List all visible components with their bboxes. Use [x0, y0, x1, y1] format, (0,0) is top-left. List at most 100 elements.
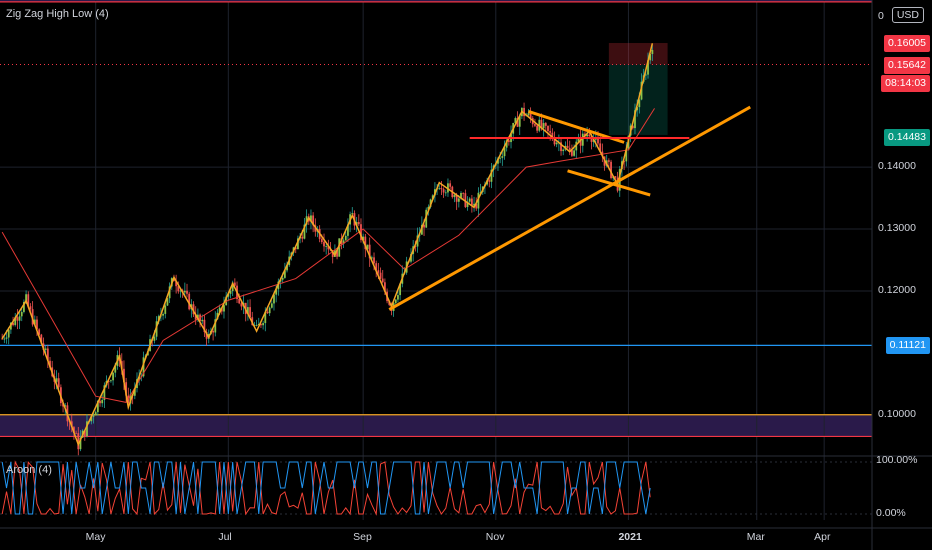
candle-body	[327, 246, 330, 250]
candle-body	[375, 263, 378, 271]
candle-body	[201, 319, 204, 322]
candle-body	[438, 188, 441, 189]
candle-body	[96, 400, 99, 413]
candle-body	[275, 289, 278, 295]
candle-body	[503, 147, 506, 157]
candle-body	[379, 272, 382, 279]
time-axis-label: Nov	[485, 531, 505, 543]
candle-body	[5, 337, 8, 339]
trendline-support	[388, 105, 751, 311]
candle-body	[90, 416, 93, 422]
candle-body	[29, 306, 32, 310]
position-stop-zone	[608, 43, 668, 65]
candle-body	[414, 246, 417, 248]
price-axis-label: 0.14000	[878, 160, 916, 173]
candle-body	[194, 314, 197, 320]
candle-body	[647, 60, 649, 75]
candle-body	[555, 142, 558, 145]
candle-body	[179, 290, 182, 292]
candle-body	[301, 236, 304, 239]
price-tag: 0.14483	[884, 129, 930, 147]
ema-line	[1, 108, 655, 403]
candle-body	[25, 294, 27, 302]
time-axis-label: Apr	[814, 531, 831, 543]
candle-body	[575, 141, 578, 151]
candle-body	[490, 169, 493, 182]
candle-body	[514, 118, 517, 123]
candle-body	[164, 305, 167, 314]
candle-body	[614, 176, 617, 178]
zigzag-line	[1, 43, 654, 447]
candle-body	[381, 278, 384, 283]
candle-body	[373, 257, 375, 264]
candle-body	[599, 143, 602, 152]
zigzag-indicator-title[interactable]: Zig Zag High Low (4)	[6, 8, 109, 20]
purple-zone-top	[0, 0, 872, 2]
candle-body	[294, 247, 297, 250]
candle-body	[377, 270, 380, 273]
candle-body	[249, 307, 251, 318]
candle-body	[397, 295, 399, 300]
candle-body	[362, 236, 365, 241]
candle-body	[270, 303, 273, 308]
candle-body	[107, 380, 110, 382]
candle-body	[123, 368, 125, 383]
candle-body	[18, 316, 21, 321]
candle-body	[286, 265, 288, 271]
currency-button[interactable]: USD	[891, 7, 924, 23]
candle-body	[638, 99, 641, 108]
candle-body	[501, 156, 504, 158]
aroon-axis-label: 0.00%	[876, 507, 906, 519]
candle-body	[7, 329, 10, 338]
candle-body	[536, 125, 539, 131]
candle-body	[92, 415, 95, 417]
candle-body	[38, 329, 41, 335]
candle-body	[540, 119, 543, 129]
candle-body	[240, 303, 243, 307]
candle-body	[336, 250, 338, 257]
candle-body	[1, 338, 4, 340]
candle-body	[260, 323, 262, 326]
candle-body	[357, 222, 360, 225]
price-axis-label: 0.10000	[878, 407, 916, 420]
candle-body	[27, 294, 30, 307]
candle-body	[86, 421, 88, 437]
candle-body	[225, 296, 228, 306]
candle-body	[551, 132, 554, 140]
price-axis-label: 0.13000	[878, 222, 916, 235]
candle-body	[527, 113, 530, 116]
time-axis-label: 2021	[618, 531, 642, 543]
candle-body	[507, 140, 510, 143]
candle-body	[475, 203, 478, 209]
candle-body	[255, 325, 258, 326]
candle-body	[73, 427, 75, 433]
candle-body	[218, 307, 221, 313]
candle-body	[114, 366, 117, 373]
candle-body	[649, 54, 652, 61]
candle-body	[44, 348, 47, 350]
candle-body	[457, 198, 460, 202]
candle-body	[468, 198, 471, 202]
candle-body	[610, 161, 612, 179]
candle-body	[344, 235, 347, 241]
candle-body	[283, 270, 286, 278]
time-axis-label: Mar	[746, 531, 765, 543]
candle-body	[453, 194, 456, 198]
candle-body	[75, 432, 78, 434]
candle-body	[577, 137, 580, 142]
candle-body	[479, 191, 482, 193]
candle-body	[423, 224, 425, 228]
candle-body	[560, 142, 562, 152]
candle-body	[231, 282, 234, 292]
candle-body	[518, 116, 521, 127]
candle-body	[364, 236, 367, 250]
candle-body	[94, 412, 97, 416]
aroon-indicator-title[interactable]: Aroon (4)	[6, 464, 52, 476]
candle-body	[177, 286, 180, 292]
candle-body	[110, 380, 112, 382]
candle-body	[651, 49, 654, 55]
candle-body	[40, 334, 43, 344]
candle-body	[347, 224, 349, 236]
